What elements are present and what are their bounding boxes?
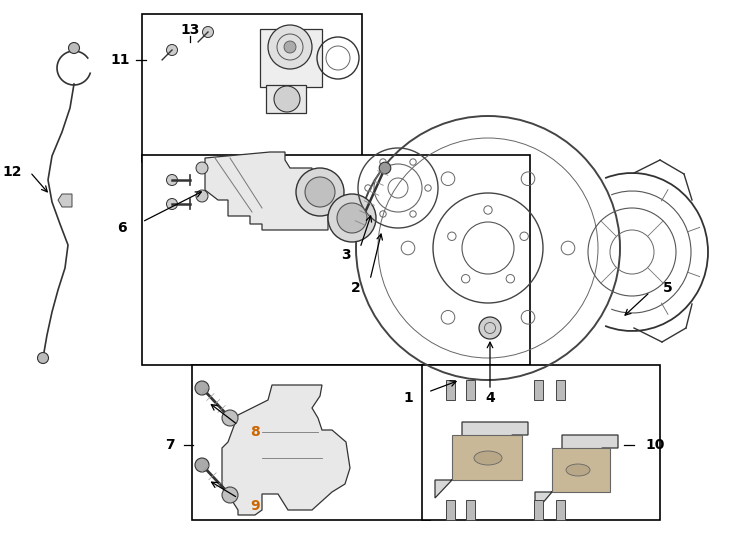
Circle shape — [37, 353, 48, 363]
Circle shape — [196, 162, 208, 174]
Polygon shape — [205, 152, 328, 230]
Bar — [422, 365, 660, 520]
Bar — [142, 155, 530, 365]
Text: 12: 12 — [2, 165, 22, 179]
Polygon shape — [452, 435, 522, 480]
Text: 4: 4 — [485, 391, 495, 405]
Circle shape — [68, 43, 79, 53]
Circle shape — [195, 458, 209, 472]
Bar — [260, 29, 322, 87]
Text: 11: 11 — [110, 53, 130, 67]
Bar — [556, 500, 564, 520]
Circle shape — [195, 381, 209, 395]
Circle shape — [268, 25, 312, 69]
Circle shape — [337, 203, 367, 233]
Text: 9: 9 — [250, 499, 260, 513]
Bar — [534, 380, 542, 400]
Text: 10: 10 — [645, 438, 665, 452]
Circle shape — [222, 410, 238, 426]
Bar — [446, 500, 454, 520]
Circle shape — [479, 317, 501, 339]
Circle shape — [296, 168, 344, 216]
Text: 2: 2 — [351, 281, 361, 295]
Text: 3: 3 — [341, 248, 351, 262]
Circle shape — [222, 487, 238, 503]
Ellipse shape — [474, 451, 502, 465]
Bar — [446, 380, 454, 400]
Circle shape — [196, 190, 208, 202]
Text: 13: 13 — [181, 23, 200, 37]
Circle shape — [203, 26, 214, 37]
Polygon shape — [535, 435, 618, 512]
Text: 1: 1 — [403, 391, 413, 405]
Bar — [465, 380, 474, 400]
Circle shape — [274, 86, 300, 112]
Polygon shape — [222, 385, 350, 515]
Ellipse shape — [566, 464, 590, 476]
Circle shape — [167, 199, 178, 210]
Bar — [192, 365, 430, 520]
Circle shape — [328, 194, 376, 242]
Text: 6: 6 — [117, 221, 127, 235]
Bar — [556, 380, 564, 400]
Polygon shape — [552, 448, 610, 492]
Circle shape — [305, 177, 335, 207]
Circle shape — [284, 41, 296, 53]
Polygon shape — [435, 422, 528, 498]
Polygon shape — [58, 194, 72, 207]
Text: 7: 7 — [165, 438, 175, 452]
Text: 8: 8 — [250, 425, 260, 439]
Bar — [465, 500, 474, 520]
Bar — [534, 500, 542, 520]
Circle shape — [167, 44, 178, 56]
Bar — [142, 14, 362, 162]
Text: 5: 5 — [663, 281, 673, 295]
Bar — [266, 85, 306, 113]
Circle shape — [379, 162, 390, 174]
Circle shape — [167, 174, 178, 186]
